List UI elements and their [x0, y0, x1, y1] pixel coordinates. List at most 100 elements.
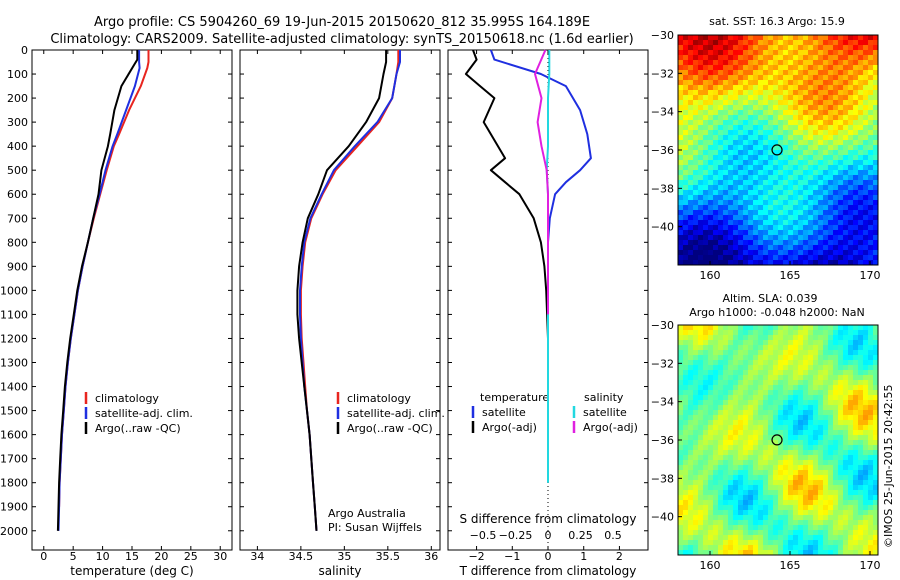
xtick-label-10: 10 — [96, 550, 110, 563]
heatmap-cell — [778, 140, 784, 146]
heatmap-cell — [783, 420, 789, 426]
heatmap-cell — [788, 445, 794, 451]
heatmap-cell — [748, 255, 754, 261]
heatmap-cell — [688, 355, 694, 361]
heatmap-cell — [713, 135, 719, 141]
heatmap-cell — [703, 160, 709, 166]
heatmap-cell — [708, 400, 714, 406]
heatmap-cell — [728, 515, 734, 521]
heatmap-cell — [748, 75, 754, 81]
heatmap-cell — [833, 50, 839, 56]
heatmap-cell — [723, 140, 729, 146]
heatmap-cell — [818, 520, 824, 526]
heatmap-cell — [868, 355, 874, 361]
heatmap-cell — [808, 100, 814, 106]
heatmap-cell — [848, 235, 854, 241]
heatmap-cell — [858, 45, 864, 51]
heatmap-cell — [868, 485, 874, 491]
heatmap-cell — [778, 65, 784, 71]
heatmap-cell — [788, 55, 794, 61]
heatmap-cell — [723, 505, 729, 511]
heatmap-cell — [833, 485, 839, 491]
heatmap-cell — [728, 220, 734, 226]
heatmap-cell — [838, 255, 844, 261]
heatmap-cell — [843, 230, 849, 236]
heatmap-cell — [713, 395, 719, 401]
heatmap-cell — [693, 135, 699, 141]
heatmap-cell — [838, 545, 844, 551]
heatmap-cell — [693, 440, 699, 446]
heatmap-cell — [688, 145, 694, 151]
heatmap-cell — [688, 475, 694, 481]
heatmap-cell — [718, 100, 724, 106]
heatmap-cell — [708, 190, 714, 196]
heatmap-cell — [793, 225, 799, 231]
heatmap-cell — [703, 40, 709, 46]
heatmap-cell — [708, 160, 714, 166]
heatmap-cell — [713, 50, 719, 56]
heatmap-cell — [758, 545, 764, 551]
heatmap-cell — [808, 405, 814, 411]
heatmap-cell — [718, 360, 724, 366]
heatmap-cell — [788, 170, 794, 176]
heatmap-cell — [748, 540, 754, 546]
heatmap-cell — [783, 130, 789, 136]
heatmap-cell — [863, 460, 869, 466]
heatmap-cell — [848, 165, 854, 171]
heatmap-cell — [773, 55, 779, 61]
heatmap-cell — [818, 240, 824, 246]
heatmap-cell — [833, 195, 839, 201]
series-2-line — [56, 50, 139, 531]
heatmap-cell — [858, 465, 864, 471]
heatmap-cell — [703, 425, 709, 431]
heatmap-cell — [678, 475, 684, 481]
heatmap-cell — [783, 445, 789, 451]
heatmap-cell — [823, 85, 829, 91]
heatmap-cell — [853, 535, 859, 541]
heatmap-cell — [678, 150, 684, 156]
heatmap-cell — [848, 145, 854, 151]
heatmap-cell — [678, 530, 684, 536]
heatmap-cell — [728, 40, 734, 46]
heatmap-cell — [753, 40, 759, 46]
heatmap-cell — [788, 220, 794, 226]
heatmap-cell — [698, 350, 704, 356]
heatmap-cell — [818, 345, 824, 351]
heatmap-cell — [868, 210, 874, 216]
heatmap-cell — [773, 420, 779, 426]
heatmap-cell — [768, 100, 774, 106]
heatmap-cell — [738, 170, 744, 176]
heatmap-cell — [743, 250, 749, 256]
heatmap-cell — [683, 350, 689, 356]
heatmap-cell — [823, 420, 829, 426]
heatmap-cell — [718, 50, 724, 56]
heatmap-cell — [813, 490, 819, 496]
heatmap-cell — [693, 75, 699, 81]
heatmap-cell — [873, 150, 879, 156]
heatmap-cell — [703, 545, 709, 551]
heatmap-cell — [803, 240, 809, 246]
heatmap-cell — [683, 130, 689, 136]
heatmap-cell — [738, 495, 744, 501]
heatmap-cell — [698, 85, 704, 91]
heatmap-cell — [788, 260, 794, 266]
heatmap-cell — [758, 500, 764, 506]
heatmap-cell — [863, 170, 869, 176]
heatmap-cell — [803, 230, 809, 236]
heatmap-cell — [833, 545, 839, 551]
heatmap-cell — [728, 170, 734, 176]
heatmap-cell — [748, 395, 754, 401]
heatmap-cell — [808, 370, 814, 376]
heatmap-cell — [778, 455, 784, 461]
heatmap-cell — [713, 355, 719, 361]
heatmap-cell — [863, 120, 869, 126]
map-xtick-label-170: 170 — [860, 269, 881, 282]
heatmap-cell — [708, 430, 714, 436]
salinity-legend: climatology satellite-adj. clim. Argo(..… — [336, 392, 445, 435]
heatmap-cell — [678, 185, 684, 191]
heatmap-cell — [783, 540, 789, 546]
heatmap-cell — [698, 365, 704, 371]
heatmap-cell — [798, 515, 804, 521]
heatmap-cell — [723, 155, 729, 161]
heatmap-cell — [848, 530, 854, 536]
